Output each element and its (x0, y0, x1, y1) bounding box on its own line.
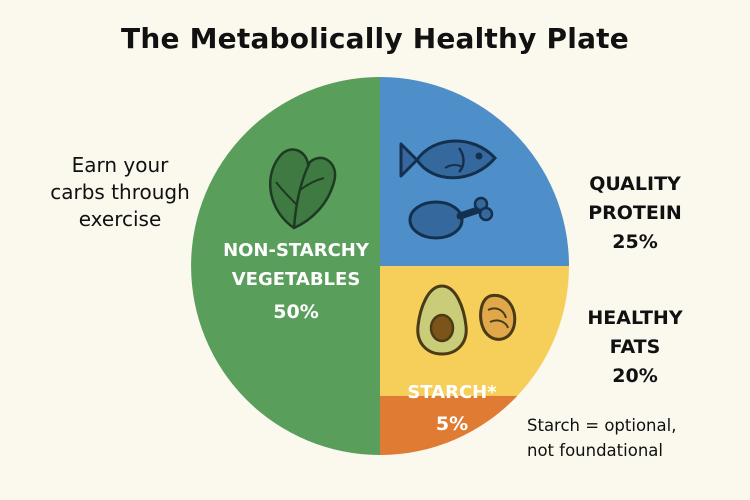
leafy-greens-icon (268, 148, 337, 230)
carbs-note-line-2: carbs through (50, 180, 190, 204)
fats-label-line-2: FATS (609, 336, 661, 358)
starch-note-line-2: not foundational (527, 441, 663, 460)
chicken-drumstick-icon (408, 196, 494, 240)
fats-value-label: 20% (612, 365, 658, 387)
avocado-icon (416, 284, 468, 356)
starch-label: STARCH* (407, 382, 497, 403)
carbs-note-line-3: exercise (78, 207, 162, 231)
protein-label-line-2: PROTEIN (588, 202, 682, 224)
starch-value-label: 5% (436, 413, 468, 435)
fats-slice (380, 266, 569, 396)
vegetables-label-line-1: NON-STARCHY (223, 240, 370, 261)
protein-callout: QUALITY PROTEIN 25% (570, 170, 700, 257)
starch-note-line-1: Starch = optional, (527, 416, 677, 435)
fish-icon (399, 139, 498, 180)
chart-title: The Metabolically Healthy Plate (121, 22, 629, 55)
starch-slice (380, 395, 518, 455)
protein-label-line-1: QUALITY (589, 173, 681, 195)
nut-icon (479, 293, 517, 341)
vegetables-label-line-2: VEGETABLES (232, 269, 361, 290)
vegetables-value-label: 50% (273, 301, 318, 323)
carbs-exercise-note: Earn your carbs through exercise (40, 152, 200, 233)
starch-note: Starch = optional, not foundational (527, 413, 727, 463)
fats-callout: HEALTHY FATS 20% (570, 304, 700, 391)
vegetables-slice (191, 77, 380, 455)
carbs-note-line-1: Earn your (71, 153, 169, 177)
fats-label-line-1: HEALTHY (587, 307, 683, 329)
protein-value-label: 25% (612, 231, 658, 253)
